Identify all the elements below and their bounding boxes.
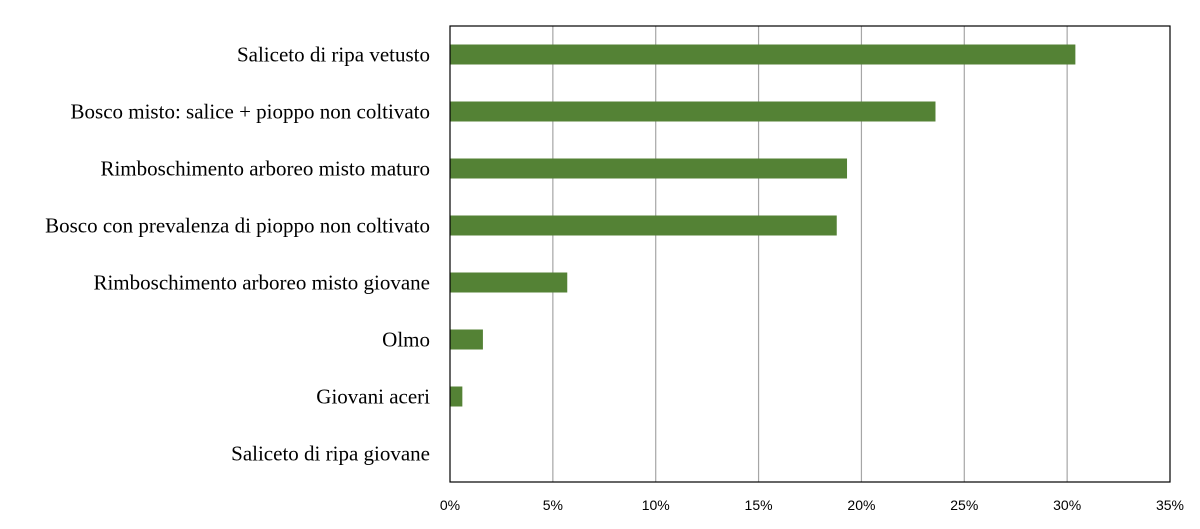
bar <box>450 101 936 122</box>
category-label: Rimboschimento arboreo misto maturo <box>100 157 430 181</box>
category-label: Bosco con prevalenza di pioppo non colti… <box>45 214 430 238</box>
x-tick-label: 15% <box>745 497 773 513</box>
x-tick-label: 25% <box>950 497 978 513</box>
category-label: Bosco misto: salice + pioppo non coltiva… <box>71 100 430 124</box>
category-label: Olmo <box>382 328 430 352</box>
bar <box>450 386 463 407</box>
category-label: Giovani aceri <box>316 385 430 409</box>
bars <box>450 44 1076 407</box>
x-tick-label: 0% <box>440 497 460 513</box>
category-label: Saliceto di ripa vetusto <box>237 43 430 67</box>
x-tick-label: 30% <box>1053 497 1081 513</box>
gridlines <box>552 26 1068 482</box>
x-tick-label: 20% <box>847 497 875 513</box>
x-axis-tick-labels: 0% 5% 10% 15% 20% 25% 30% 35% <box>440 497 1184 513</box>
bar <box>450 329 483 350</box>
bar <box>450 215 837 236</box>
category-label: Saliceto di ripa giovane <box>231 442 430 466</box>
category-labels: Saliceto di ripa vetusto Bosco misto: sal… <box>45 43 430 466</box>
plot-area-frame <box>449 25 1171 483</box>
bar <box>450 44 1076 65</box>
x-tick-label: 10% <box>642 497 670 513</box>
bar <box>450 158 848 179</box>
x-tick-label: 35% <box>1156 497 1184 513</box>
x-tick-label: 5% <box>543 497 563 513</box>
category-label: Rimboschimento arboreo misto giovane <box>93 271 430 295</box>
bar <box>450 272 568 293</box>
